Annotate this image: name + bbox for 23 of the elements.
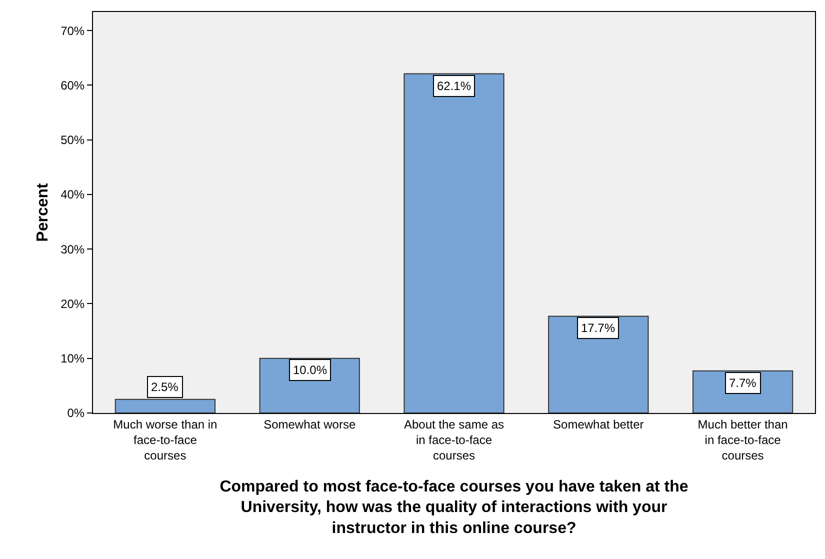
y-axis-title: Percent [34, 182, 52, 242]
data-label: 17.7% [581, 321, 616, 335]
x-tick-label: Much worse than in face-to-face courses [113, 417, 218, 463]
y-tick-label: 70% [60, 24, 85, 38]
y-tick-label: 50% [60, 133, 85, 148]
data-label: 62.1% [437, 79, 472, 93]
x-tick-label: Much better than in face-to-face courses [698, 417, 788, 463]
y-tick-label: 20% [60, 296, 85, 311]
y-tick-label: 30% [60, 242, 85, 256]
x-tick-label: Somewhat better [553, 417, 644, 432]
data-label: 10.0% [293, 363, 328, 377]
bar [548, 316, 649, 413]
data-label: 7.7% [729, 376, 757, 390]
y-tick-label: 10% [60, 352, 85, 366]
y-tick-label: 0% [67, 406, 85, 420]
y-tick-label: 60% [60, 78, 85, 92]
x-axis-title: Compared to most face-to-face courses you have taken at the University, how was the quality of interactions with your instructor in this online course? [220, 478, 688, 537]
x-tick-label: Somewhat worse [264, 417, 356, 432]
bar [114, 398, 216, 413]
bar [404, 73, 504, 413]
x-tick-label: About the same as in face-to-face courses [404, 417, 504, 463]
y-tick-label: 40% [60, 188, 85, 202]
data-label: 2.5% [151, 380, 179, 394]
